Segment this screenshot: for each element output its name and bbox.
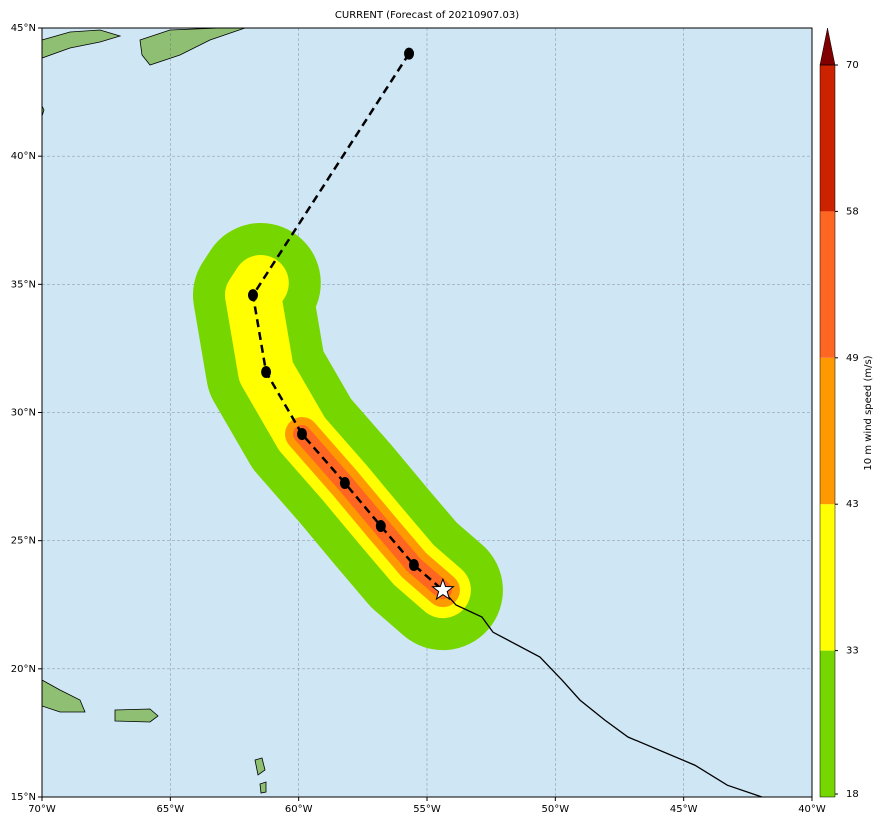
lon-tick-label: 55°W xyxy=(413,804,441,815)
colorbar-segment xyxy=(820,65,835,212)
lat-tick-label: 30°N xyxy=(11,408,36,419)
colorbar-tick-label: 18 xyxy=(846,789,859,800)
colorbar-tick-label: 58 xyxy=(846,206,859,217)
lon-tick-label: 65°W xyxy=(157,804,185,815)
lon-tick-label: 40°W xyxy=(798,804,826,815)
land xyxy=(41,27,267,794)
colorbar-tick-label: 70 xyxy=(846,60,859,71)
forecast-point xyxy=(404,47,415,60)
lon-tick-label: 60°W xyxy=(285,804,313,815)
colorbar-segment xyxy=(820,211,835,358)
lon-tick-label: 50°W xyxy=(542,804,570,815)
forecast-point xyxy=(297,428,308,441)
colorbar-tick-label: 33 xyxy=(846,646,859,657)
lat-tick-label: 20°N xyxy=(11,664,36,675)
forecast-point xyxy=(408,559,419,572)
colorbar-tick-label: 43 xyxy=(846,499,859,510)
colorbar-segment xyxy=(820,650,835,797)
lat-tick-label: 25°N xyxy=(11,536,36,547)
past-track xyxy=(442,589,763,798)
colorbar-tick-label: 49 xyxy=(846,353,859,364)
forecast-point xyxy=(375,520,386,533)
forecast-point xyxy=(261,365,272,378)
colorbar-segment xyxy=(820,504,835,651)
colorbar-label: 10 m wind speed (m/s) xyxy=(863,355,874,470)
forecast-point xyxy=(247,289,258,302)
lat-tick-label: 15°N xyxy=(11,792,36,803)
colorbar-frame xyxy=(819,64,836,798)
lon-tick-label: 45°W xyxy=(670,804,698,815)
forecast-point xyxy=(339,476,350,489)
forecast-track xyxy=(251,52,444,592)
colorbar-segment xyxy=(820,357,835,505)
lon-tick-label: 70°W xyxy=(28,804,56,815)
current-position xyxy=(431,577,455,601)
lat-tick-label: 40°N xyxy=(11,151,36,162)
map-title: CURRENT (Forecast of 20210907.03) xyxy=(335,10,519,21)
colorbar-extend xyxy=(819,27,836,66)
lat-tick-label: 45°N xyxy=(11,23,36,34)
lat-tick-label: 35°N xyxy=(11,279,36,290)
